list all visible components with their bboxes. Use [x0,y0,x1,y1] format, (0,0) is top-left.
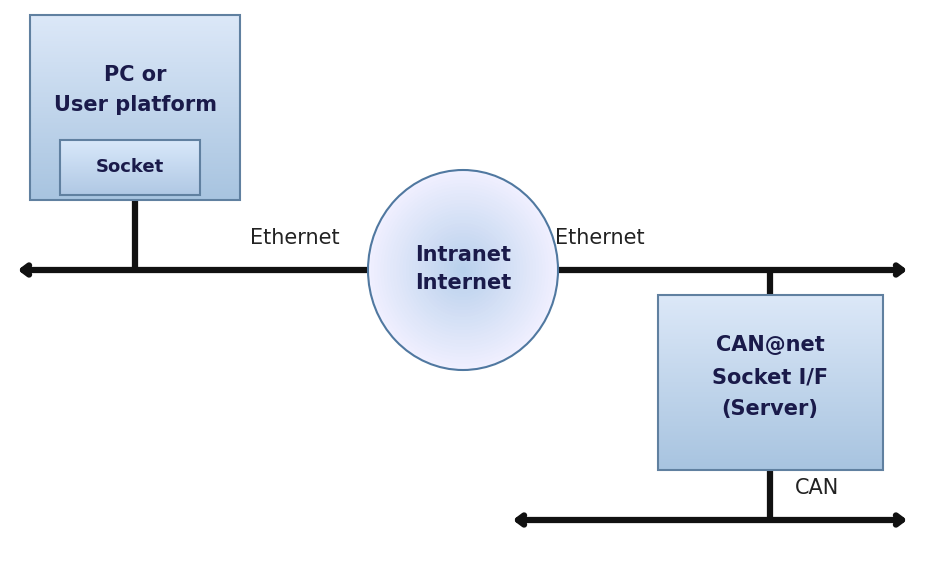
Ellipse shape [438,244,488,296]
Ellipse shape [457,263,469,277]
Text: Internet: Internet [415,273,511,293]
Ellipse shape [409,213,517,327]
Ellipse shape [432,237,494,303]
Ellipse shape [390,193,536,347]
Ellipse shape [428,233,498,307]
Ellipse shape [394,197,532,343]
Ellipse shape [384,187,542,353]
Ellipse shape [419,224,507,317]
Ellipse shape [387,190,539,350]
Bar [658,295,883,470]
Ellipse shape [368,170,558,370]
Ellipse shape [425,230,501,310]
Text: CAN@net: CAN@net [716,335,824,355]
Bar [30,15,240,200]
Ellipse shape [400,203,526,337]
Ellipse shape [374,176,552,364]
Ellipse shape [454,260,472,280]
Ellipse shape [412,217,514,323]
Ellipse shape [422,226,504,314]
Text: Socket I/F: Socket I/F [712,367,828,387]
Text: Socket: Socket [96,158,164,176]
Text: (Server): (Server) [721,399,819,419]
Ellipse shape [381,183,545,357]
Ellipse shape [403,207,523,333]
Ellipse shape [447,253,479,287]
Ellipse shape [441,247,485,294]
Ellipse shape [444,250,482,290]
Ellipse shape [396,200,530,340]
Text: Intranet: Intranet [415,245,511,265]
Bar [60,140,200,195]
Text: Ethernet: Ethernet [250,228,340,248]
Text: CAN: CAN [795,478,839,498]
Text: User platform: User platform [54,95,217,115]
Ellipse shape [416,220,510,320]
Ellipse shape [460,267,466,273]
Text: PC or: PC or [104,65,167,85]
Ellipse shape [371,174,555,366]
Text: Ethernet: Ethernet [556,228,644,248]
Ellipse shape [434,240,492,300]
Ellipse shape [450,257,476,283]
Ellipse shape [378,180,548,360]
Ellipse shape [406,210,520,330]
